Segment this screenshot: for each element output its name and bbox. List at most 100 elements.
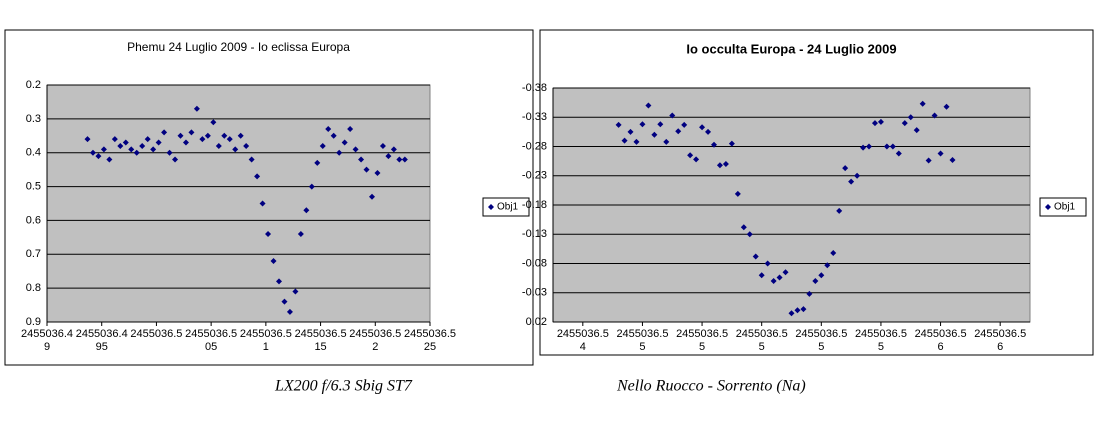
legend-label: Obj1 (497, 202, 519, 213)
data-point (363, 166, 370, 173)
x-tick-label: 2455036.51 (239, 328, 292, 353)
data-point (812, 278, 819, 285)
data-point (221, 132, 228, 139)
data-point (770, 278, 777, 285)
data-point (374, 170, 381, 177)
x-tick-label: 2455036.56 (914, 328, 967, 353)
data-point (188, 129, 195, 136)
data-point (782, 269, 789, 276)
x-tick-label-box: 2455036.55 (736, 328, 788, 353)
data-point (794, 307, 801, 314)
data-point (226, 136, 233, 143)
data-point (270, 258, 277, 265)
data-point (204, 132, 211, 139)
data-point (800, 306, 807, 313)
data-point (836, 207, 843, 214)
data-point (699, 124, 706, 131)
data-point (369, 193, 376, 200)
data-point (265, 230, 272, 237)
x-tick-label: 2455036.52 (349, 328, 402, 353)
y-tick-label: -0.03 (522, 287, 547, 299)
data-point (943, 103, 950, 110)
x-tick-label-box: 2455036.49 (21, 328, 73, 353)
x-tick-label: 2455036.56 (974, 328, 1027, 353)
data-point (776, 274, 783, 281)
data-point (193, 105, 200, 112)
data-point (657, 121, 664, 128)
data-point (740, 224, 747, 231)
data-point (877, 118, 884, 125)
data-point (281, 298, 288, 305)
data-point (818, 272, 825, 279)
x-tick-label-box: 2455036.495 (75, 328, 128, 353)
data-point (806, 290, 813, 297)
data-point (693, 156, 700, 163)
data-point (734, 190, 741, 197)
caption: Nello Ruocco - Sorrento (Na) (616, 378, 806, 395)
data-point (325, 126, 332, 133)
y-tick-label: 0.8 (26, 282, 41, 294)
x-tick-label-box: 2455036.56 (914, 328, 967, 353)
data-point (925, 157, 932, 164)
data-point (292, 288, 299, 295)
x-tick-label: 2455036.54 (556, 328, 609, 353)
data-point (901, 120, 908, 127)
y-tick-label: -0.33 (522, 111, 547, 123)
x-tick-label-box: 2455036.51 (239, 328, 292, 353)
data-point (248, 156, 255, 163)
data-point (100, 146, 107, 153)
data-point (166, 149, 173, 156)
x-tick-label: 2455036.515 (294, 328, 347, 353)
x-tick-label: 2455036.505 (185, 328, 238, 353)
data-point (232, 146, 239, 153)
data-point (237, 132, 244, 139)
data-point (314, 159, 321, 166)
legend-box (1039, 197, 1087, 217)
chart-title: Io occulta Europa - 24 Luglio 2009 (686, 41, 896, 56)
data-point (669, 112, 676, 119)
data-point (716, 162, 723, 169)
x-tick-label-box: 2455036.505 (185, 328, 238, 353)
data-point (275, 278, 282, 285)
data-point (895, 150, 902, 157)
data-point (139, 142, 146, 149)
data-point (128, 146, 135, 153)
y-tick-label: 0.4 (26, 147, 41, 159)
x-tick-label: 2455036.55 (854, 328, 907, 353)
y-tick-label: -0.18 (522, 199, 547, 211)
data-point (842, 165, 849, 172)
data-point (931, 112, 938, 119)
x-tick-label-box: 2455036.55 (676, 328, 728, 353)
data-point (866, 143, 873, 150)
x-tick-label-box: 2455036.55 (795, 328, 847, 353)
caption: LX200 f/6.3 Sbig ST7 (274, 378, 413, 395)
data-point (182, 139, 189, 146)
data-point (919, 100, 926, 107)
x-tick-label-box: 2455036.515 (294, 328, 347, 353)
data-point (199, 136, 206, 143)
data-point (385, 153, 392, 160)
data-point (286, 308, 293, 315)
data-point (913, 127, 920, 134)
legend-marker (1045, 204, 1051, 210)
data-point (358, 156, 365, 163)
x-tick-label: 2455036.525 (404, 328, 456, 353)
data-point (746, 231, 753, 238)
data-point (243, 142, 250, 149)
data-point (347, 126, 354, 133)
data-point (627, 128, 634, 135)
data-point (645, 102, 652, 109)
data-point (681, 121, 688, 128)
data-point (907, 114, 914, 121)
data-point (390, 146, 397, 153)
x-tick-label: 2455036.49 (21, 328, 73, 353)
data-point (254, 173, 261, 180)
x-tick-label: 2455036.495 (75, 328, 128, 353)
data-point (303, 207, 310, 214)
data-point (788, 310, 795, 317)
data-point (663, 138, 670, 145)
data-point (860, 144, 867, 151)
data-point (155, 139, 162, 146)
